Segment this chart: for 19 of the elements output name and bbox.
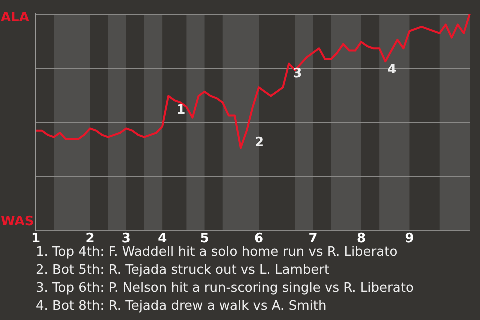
x-tick-label: 5 [200, 232, 210, 247]
x-tick-label: 4 [158, 232, 168, 247]
x-tick-label: 2 [86, 232, 95, 247]
annotation: 1 [176, 103, 186, 118]
text: WAS [1, 214, 34, 230]
text: 2. Bot 5th: R. Tejada struck out vs L. Lambert [36, 262, 331, 280]
annotation: 3 [293, 66, 302, 82]
x-tick-label: 6 [254, 232, 264, 247]
text: 1. Top 4th: F. Waddell hit a solo home run vs R. Liberato [36, 245, 398, 260]
text: 3. Top 6th: P. Nelson hit a run-scoring single vs R. Liberato [36, 280, 414, 298]
x-tick-label: 9 [405, 232, 414, 247]
text: ALA [1, 10, 30, 26]
x-tick-label: 3 [122, 232, 131, 247]
text: 4. Bot 8th: R. Tejada drew a walk vs A. Smith [36, 298, 328, 316]
annotation: 2 [254, 136, 264, 151]
x-tick-label: 7 [308, 232, 318, 247]
annotation: 4 [388, 62, 397, 78]
x-tick-label: 1 [31, 232, 41, 247]
x-tick-label: 8 [356, 232, 366, 247]
